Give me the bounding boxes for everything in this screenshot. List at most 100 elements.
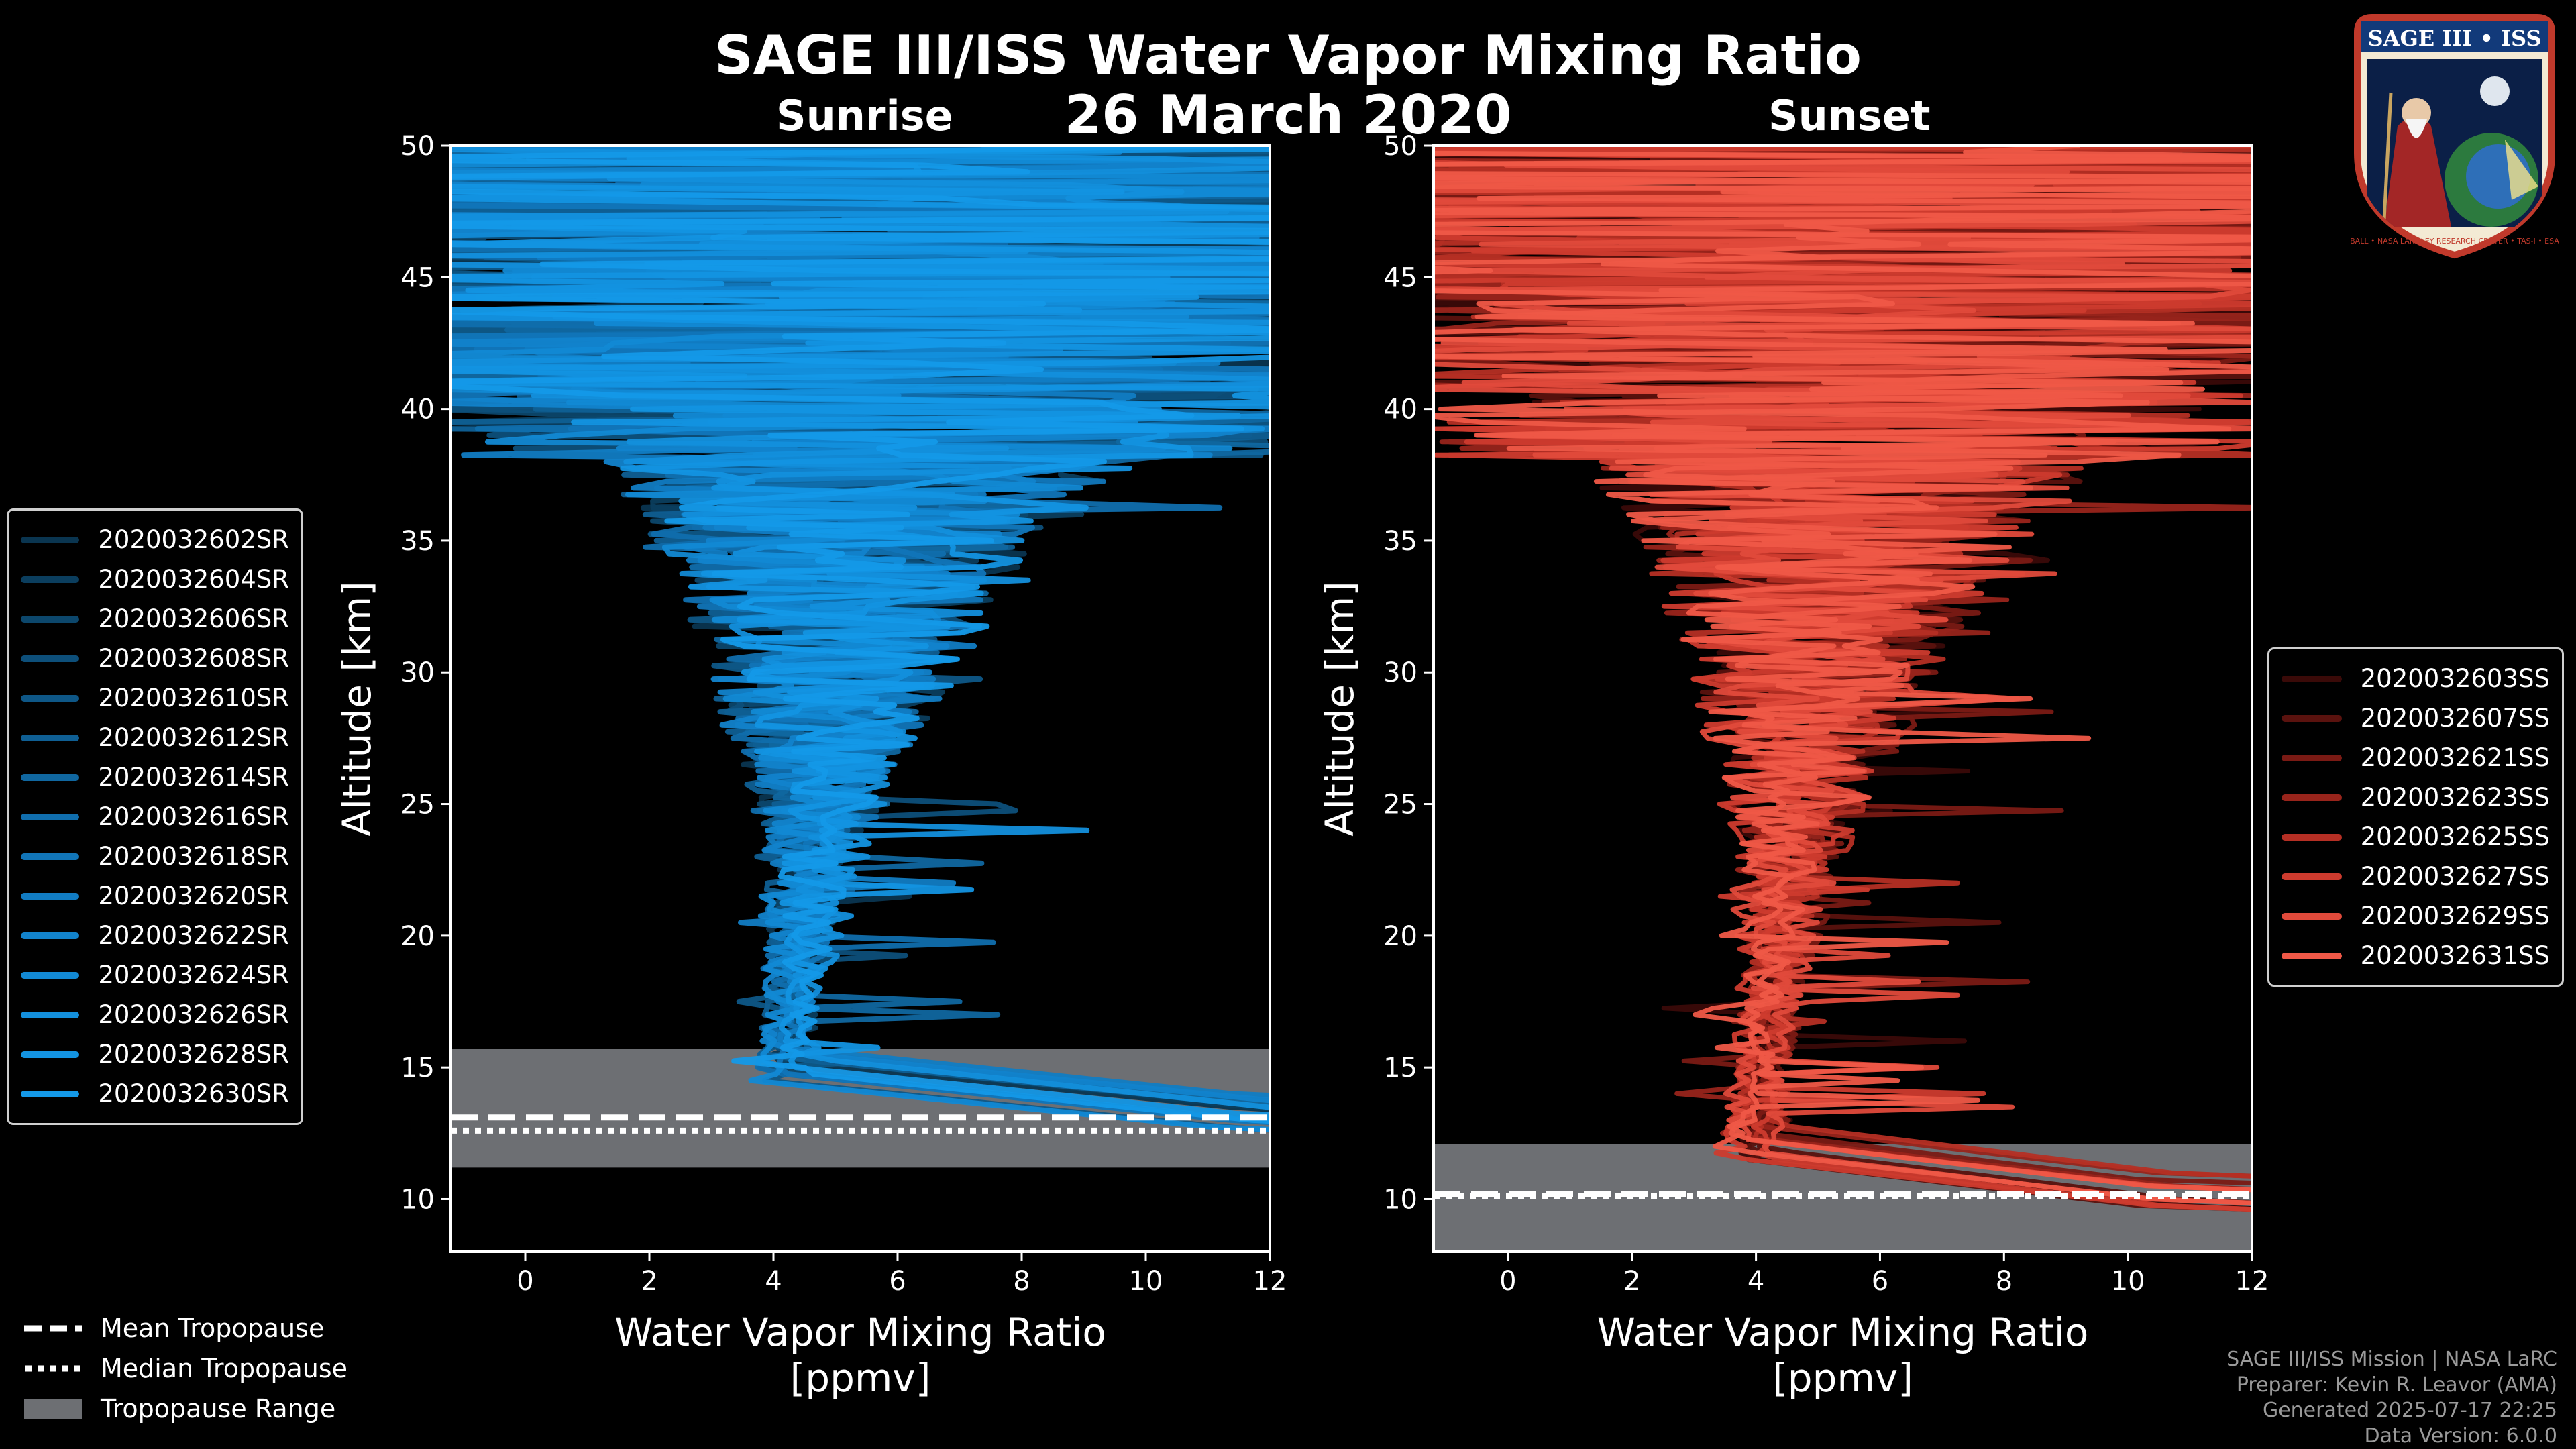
x-tick-label: 0 [517,1266,533,1297]
x-tick-label: 4 [765,1266,782,1297]
legend-swatch [2282,714,2342,722]
y-tick-label: 45 [400,262,435,293]
sunset-legend: 2020032603SS 2020032607SS 2020032621SS 2020… [2267,647,2564,987]
legend-swatch [21,1051,80,1058]
mean-tropopause-entry: Mean Tropopause [24,1308,347,1348]
legend-label: 2020032628SR [98,1040,289,1069]
legend-swatch [2282,912,2342,920]
legend-label: 2020032616SR [98,802,289,831]
x-tick-label: 6 [1872,1266,1888,1297]
tropopause-range-swatch [24,1399,82,1419]
legend-entry-2020032626SR: 2020032626SR [21,995,289,1034]
y-tick-label: 25 [400,790,435,820]
legend-swatch [21,536,80,543]
legend-entry-2020032620SR: 2020032620SR [21,876,289,916]
tropopause-range-label: Tropopause Range [101,1394,336,1424]
legend-swatch [2282,754,2342,761]
sage-iii-iss-logo: SAGE III • ISS BALL • NASA LANGLEY RESEA… [2350,14,2559,259]
x-tick-label: 2 [641,1266,657,1297]
chart-title: SAGE III/ISS Water Vapor Mixing Ratio [714,24,1862,87]
legend-swatch [2282,794,2342,801]
y-tick-label: 25 [1383,790,1417,820]
legend-entry-2020032618SR: 2020032618SR [21,837,289,876]
profile-lines [1434,146,2252,1212]
x-tick-label: 12 [2235,1266,2269,1297]
x-tick-label: 0 [1499,1266,1516,1297]
legend-label: 2020032624SR [98,961,289,989]
legend-entry-2020032624SR: 2020032624SR [21,955,289,995]
legend-swatch [21,813,80,820]
legend-label: 2020032612SR [98,723,289,752]
legend-label: 2020032625SS [2360,822,2550,851]
y-axis-label: Altitude [km] [1317,581,1362,836]
legend-swatch [21,655,80,662]
legend-swatch [21,971,80,979]
y-tick-label: 10 [1383,1184,1417,1215]
profile-line-2020032629SS [1434,151,2252,1193]
legend-label: 2020032608SR [98,644,289,673]
legend-swatch [21,773,80,781]
credits-mission: SAGE III/ISS Mission | NASA LaRC [2226,1348,2557,1371]
legend-swatch [2282,952,2342,959]
profile-line-2020032630SR [451,146,1270,1124]
legend-entry-2020032631SS: 2020032631SS [2282,936,2550,975]
legend-label: 2020032602SR [98,525,289,554]
credits: SAGE III/ISS Mission | NASA LaRC Prepare… [2226,1347,2557,1449]
legend-swatch [21,734,80,741]
tropopause-range-entry: Tropopause Range [24,1389,347,1429]
x-axis-label: Water Vapor Mixing Ratio [ppmv] [614,1309,1106,1401]
legend-entry-2020032602SR: 2020032602SR [21,520,289,559]
y-axis-label: Altitude [km] [334,581,380,836]
legend-swatch [21,892,80,900]
legend-entry-2020032627SS: 2020032627SS [2282,857,2550,896]
mean-tropopause-swatch [24,1325,82,1332]
y-tick-label: 40 [400,394,435,425]
sunrise-legend: 2020032602SR 2020032604SR 2020032606SR 2020… [7,508,303,1125]
y-tick-label: 30 [400,657,435,688]
x-tick-label: 10 [1129,1266,1163,1297]
x-tick-label: 6 [889,1266,906,1297]
legend-entry-2020032604SR: 2020032604SR [21,559,289,599]
logo-bottom-text: BALL • NASA LANGLEY RESEARCH CENTER • TA… [2350,237,2559,246]
legend-swatch [21,932,80,939]
legend-label: 2020032607SS [2360,704,2550,733]
x-tick-label: 2 [1623,1266,1640,1297]
legend-entry-2020032614SR: 2020032614SR [21,757,289,797]
sunset-subtitle: Sunset [1768,91,1931,140]
legend-swatch [21,576,80,583]
legend-swatch [2282,833,2342,841]
y-tick-label: 15 [1383,1053,1417,1083]
y-tick-label: 35 [1383,526,1417,557]
legend-entry-2020032622SR: 2020032622SR [21,916,289,955]
y-tick-label: 15 [400,1053,435,1083]
x-tick-label: 10 [2111,1266,2145,1297]
x-tick-label: 8 [1996,1266,2012,1297]
legend-label: 2020032610SR [98,684,289,712]
legend-entry-2020032603SS: 2020032603SS [2282,659,2550,698]
legend-entry-2020032610SR: 2020032610SR [21,678,289,718]
legend-label: 2020032603SS [2360,664,2550,693]
legend-entry-2020032621SS: 2020032621SS [2282,738,2550,777]
legend-label: 2020032626SR [98,1000,289,1029]
x-axis-label: Water Vapor Mixing Ratio [ppmv] [1597,1309,2089,1401]
legend-entry-2020032612SR: 2020032612SR [21,718,289,757]
chart-date: 26 March 2020 [1064,84,1512,146]
profile-line-2020032631SS [1434,150,2252,1193]
x-tick-label: 12 [1253,1266,1287,1297]
legend-label: 2020032606SR [98,604,289,633]
sunset-panel: 0 2 4 6 8 10 12 10 15 20 25 30 35 40 45 50 Water Vapor M… [1317,131,2269,1401]
median-tropopause-swatch [25,1365,82,1372]
legend-swatch [2282,873,2342,880]
legend-entry-2020032628SR: 2020032628SR [21,1034,289,1074]
credits-data-version: Data Version: 6.0.0 [2364,1424,2557,1448]
legend-entry-2020032625SS: 2020032625SS [2282,817,2550,857]
legend-label: 2020032620SR [98,881,289,910]
profile-lines [451,146,1270,1133]
y-tick-label: 35 [400,526,435,557]
legend-label: 2020032631SS [2360,941,2550,970]
legend-entry-2020032607SS: 2020032607SS [2282,698,2550,738]
y-tick-label: 45 [1383,262,1417,293]
y-tick-label: 10 [400,1184,435,1215]
sunrise-panel: 0 2 4 6 8 10 12 10 15 20 25 30 35 40 45 50 Water Vapor M… [334,131,1287,1401]
